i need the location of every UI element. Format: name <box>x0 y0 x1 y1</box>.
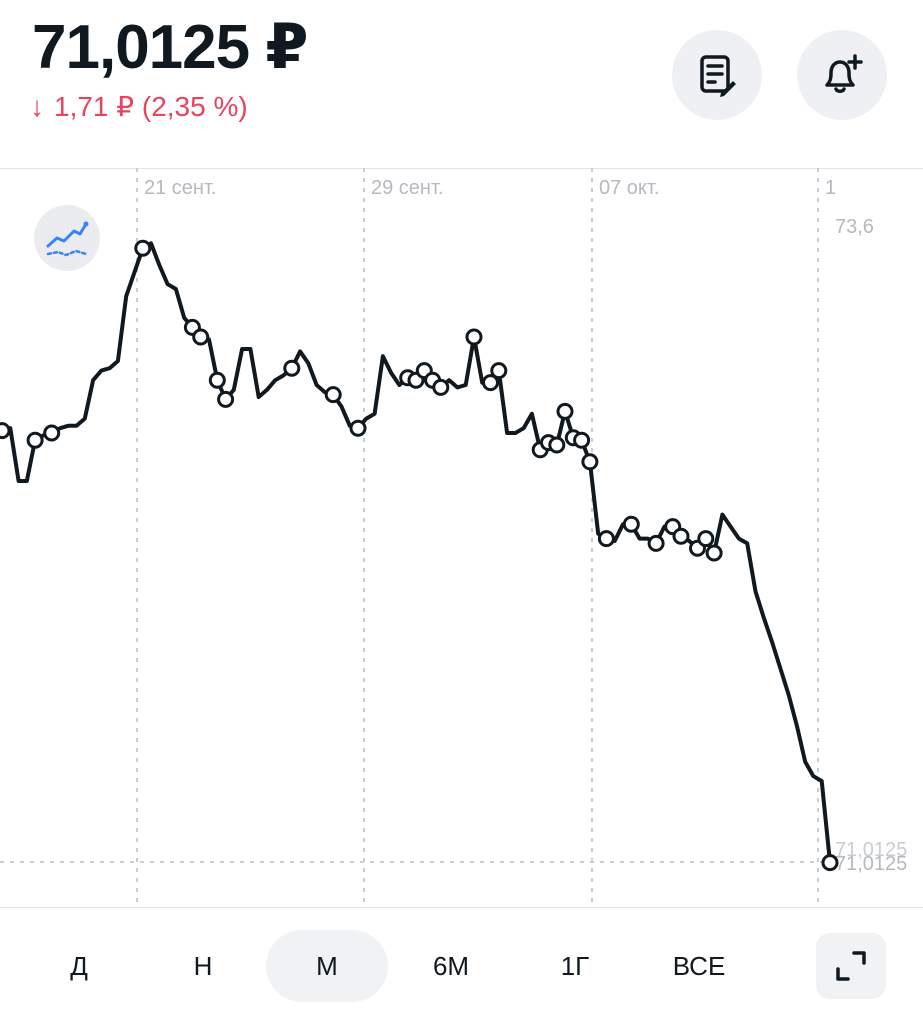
data-point-marker[interactable] <box>821 854 839 872</box>
data-point-marker[interactable] <box>432 378 450 396</box>
data-point-marker[interactable] <box>349 419 367 437</box>
y-axis-top-label: 73,6 <box>835 216 874 238</box>
add-alert-button[interactable] <box>797 30 887 120</box>
data-point-marker[interactable] <box>705 544 723 562</box>
indicator-chart-icon <box>46 221 89 257</box>
data-point-marker[interactable] <box>134 239 152 257</box>
price-chart[interactable]: 21 сент. 29 сент. 07 окт. 1 73,6 71,0125 71… <box>0 168 923 908</box>
current-value-label: 71,0125 <box>835 853 907 875</box>
period-tab-all[interactable]: ВСЕ <box>672 950 726 981</box>
note-button[interactable] <box>672 30 762 120</box>
price-change-text: 1,71 ₽ (2,35 %) <box>54 91 248 122</box>
price-value: 71,0125 ₽ <box>32 13 308 82</box>
period-tab-month[interactable]: М <box>266 930 388 1002</box>
data-point-marker[interactable] <box>490 362 508 380</box>
expand-icon <box>836 951 866 981</box>
data-point-marker[interactable] <box>672 527 690 545</box>
data-point-marker[interactable] <box>192 328 210 346</box>
x-tick-label: 29 сент. <box>371 177 443 199</box>
indicator-button[interactable] <box>34 205 100 271</box>
data-point-marker[interactable] <box>0 422 11 440</box>
x-tick-label: 07 окт. <box>599 177 659 199</box>
period-tab-year[interactable]: 1Г <box>560 950 590 981</box>
x-tick-label: 1 <box>825 177 836 199</box>
note-edit-icon <box>700 55 736 97</box>
current-value-label-ghost: 71,0125 <box>835 839 907 861</box>
data-point-marker[interactable] <box>26 431 44 449</box>
period-tab-6m[interactable]: 6М <box>432 950 470 981</box>
x-tick-label: 21 сент. <box>144 177 216 199</box>
data-point-marker[interactable] <box>622 515 640 533</box>
price-change: ↓ 1,71 ₽ (2,35 %) <box>30 90 248 123</box>
period-tab-day[interactable]: Д <box>70 950 88 981</box>
period-tab-week[interactable]: Н <box>193 950 213 981</box>
bell-plus-icon <box>825 54 863 93</box>
data-point-marker[interactable] <box>208 371 226 389</box>
data-point-marker[interactable] <box>597 530 615 548</box>
data-point-marker[interactable] <box>217 390 235 408</box>
data-point-marker[interactable] <box>324 386 342 404</box>
data-point-marker[interactable] <box>573 431 591 449</box>
chart-top-divider <box>0 168 923 169</box>
data-point-marker[interactable] <box>581 453 599 471</box>
data-point-marker[interactable] <box>482 374 499 392</box>
expand-chart-button[interactable] <box>816 933 886 999</box>
arrow-down-icon: ↓ <box>30 90 44 122</box>
data-point-marker[interactable] <box>283 359 301 377</box>
period-tabs: Д Н М 6М 1Г ВСЕ <box>0 930 923 1002</box>
data-point-marker[interactable] <box>548 436 566 454</box>
data-point-marker[interactable] <box>556 402 574 420</box>
data-point-marker[interactable] <box>647 534 665 552</box>
chart-bottom-divider <box>0 907 923 908</box>
data-point-marker[interactable] <box>697 530 715 548</box>
data-point-marker[interactable] <box>43 424 61 442</box>
data-point-marker[interactable] <box>465 328 483 346</box>
